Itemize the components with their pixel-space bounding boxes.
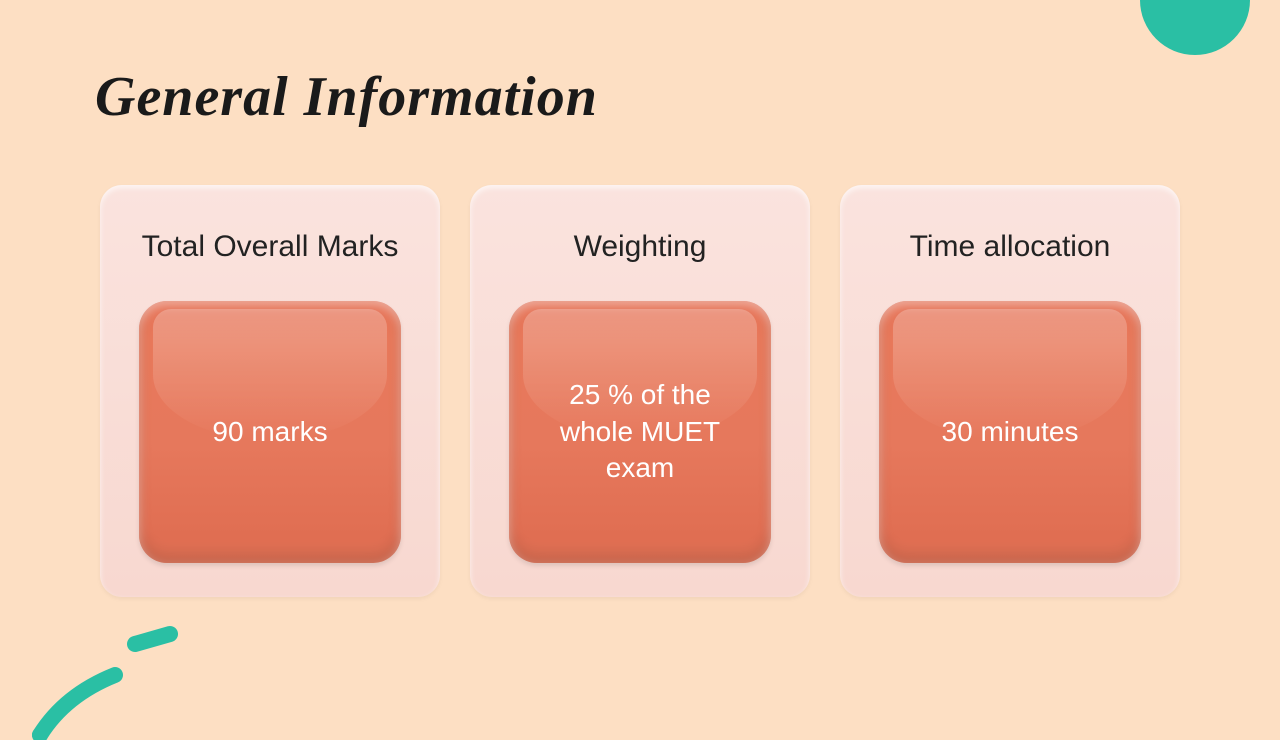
- card-title: Total Overall Marks: [142, 203, 399, 291]
- card-inner: 90 marks: [139, 301, 401, 563]
- card-inner: 25 % of the whole MUET exam: [509, 301, 771, 563]
- slide-title: General Information: [95, 65, 598, 129]
- bottom-decoration: [30, 600, 230, 740]
- card-time-allocation: Time allocation 30 minutes: [840, 185, 1180, 597]
- corner-circle-decoration: [1140, 0, 1250, 55]
- card-title: Weighting: [574, 203, 707, 291]
- card-total-marks: Total Overall Marks 90 marks: [100, 185, 440, 597]
- card-inner: 30 minutes: [879, 301, 1141, 563]
- cards-row: Total Overall Marks 90 marks Weighting 2…: [95, 185, 1185, 597]
- card-value: 90 marks: [212, 414, 327, 450]
- card-title: Time allocation: [910, 203, 1111, 291]
- card-value: 25 % of the whole MUET exam: [531, 377, 749, 486]
- card-value: 30 minutes: [942, 414, 1079, 450]
- card-weighting: Weighting 25 % of the whole MUET exam: [470, 185, 810, 597]
